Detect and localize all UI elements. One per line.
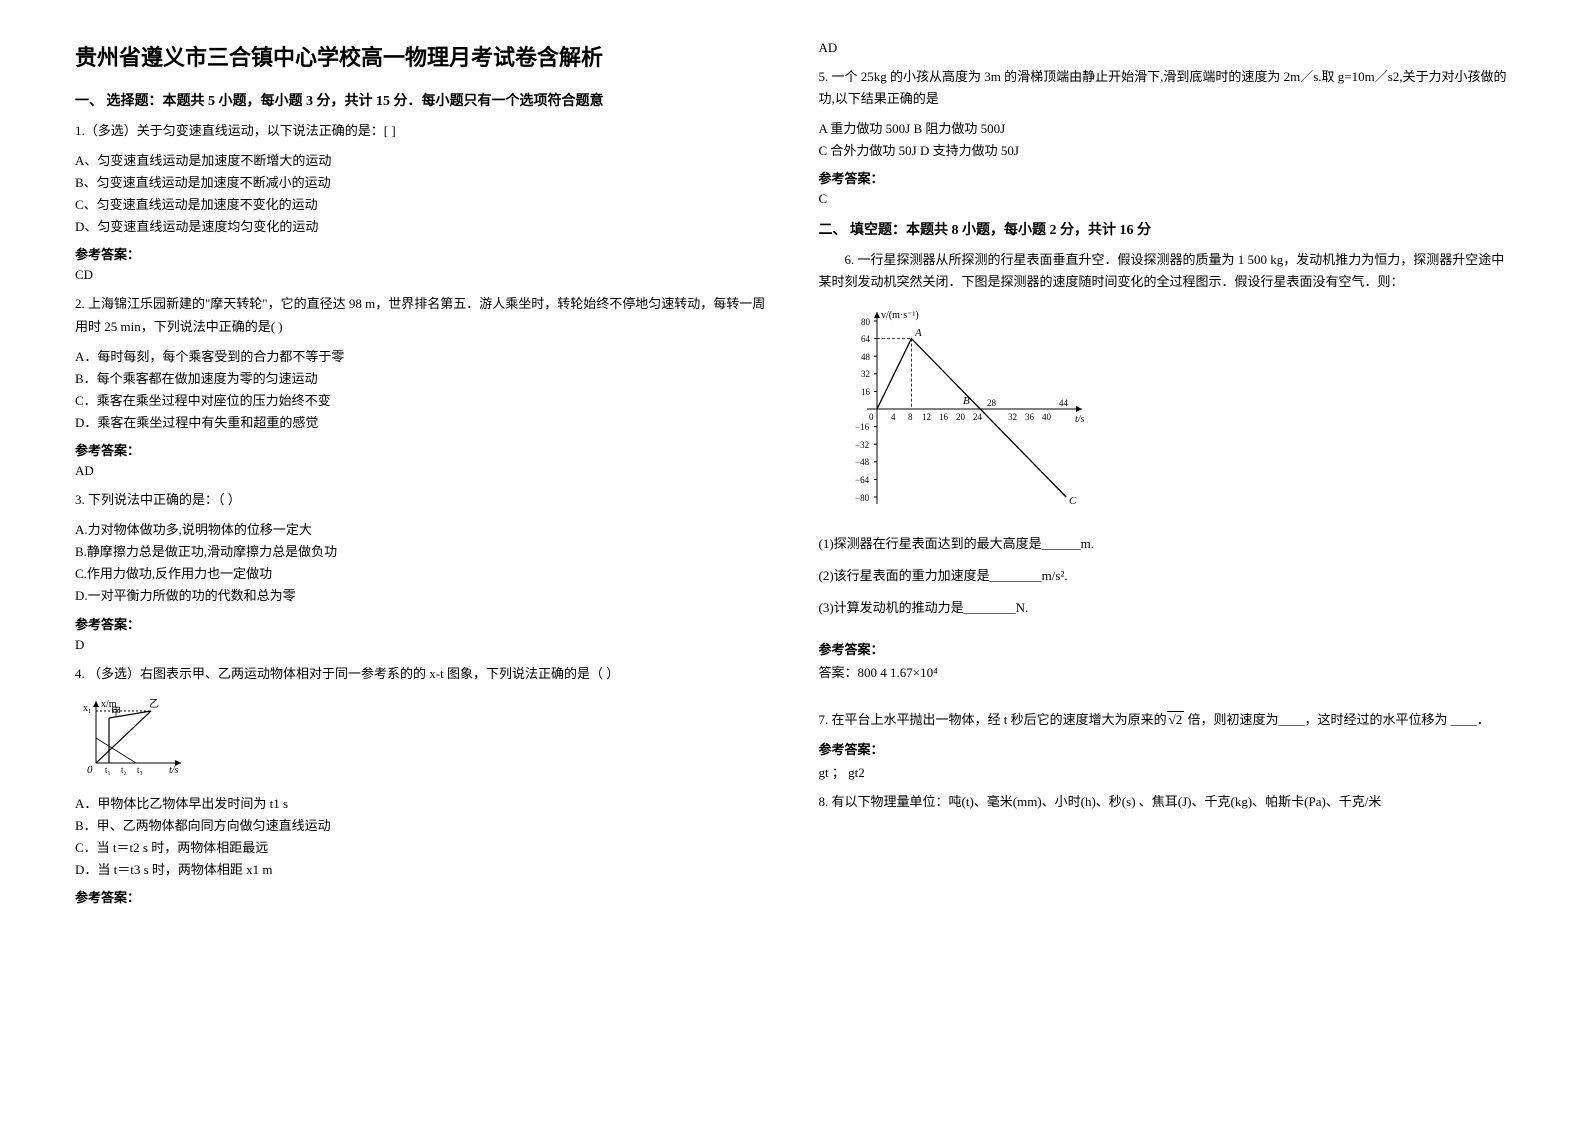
q4-optD: D．当 t＝t3 s 时，两物体相距 x1 m	[75, 859, 769, 881]
q7-sqrt: √2	[1167, 711, 1185, 727]
svg-text:28: 28	[987, 398, 997, 408]
q4-stem: 4. （多选）右图表示甲、乙两运动物体相对于同一参考系的的 x-t 图象，下列说…	[75, 663, 769, 685]
q6-sub1: (1)探测器在行星表面达到的最大高度是______m.	[819, 533, 1513, 555]
q6-ans-label: 参考答案：	[819, 639, 1513, 658]
svg-text:−32: −32	[855, 440, 869, 450]
q2-optC: C．乘客在乘坐过程中对座位的压力始终不变	[75, 390, 769, 412]
q6-sub3: (3)计算发动机的推动力是________N.	[819, 597, 1513, 619]
svg-text:−80: −80	[855, 493, 870, 503]
section2-header: 二、 填空题：本题共 8 小题，每小题 2 分，共计 16 分	[819, 219, 1513, 239]
svg-text:32: 32	[1008, 412, 1017, 422]
svg-text:16: 16	[861, 387, 871, 397]
svg-text:x/m: x/m	[101, 699, 117, 710]
svg-text:80: 80	[861, 317, 871, 327]
section1-header: 一、 选择题：本题共 5 小题，每小题 3 分，共计 15 分．每小题只有一个选…	[75, 90, 769, 110]
q1-stem: 1.（多选）关于匀变速直线运动，以下说法正确的是：[ ]	[75, 120, 769, 142]
q3-stem: 3. 下列说法中正确的是：（ ）	[75, 489, 769, 511]
q4-optA: A．甲物体比乙物体早出发时间为 t1 s	[75, 793, 769, 815]
right-column: AD 5. 一个 25kg 的小孩从高度为 3m 的滑梯顶端由静止开始滑下,滑到…	[794, 40, 1538, 1082]
q2-ans-label: 参考答案：	[75, 440, 769, 459]
svg-text:16: 16	[939, 412, 949, 422]
exam-title: 贵州省遵义市三合镇中心学校高一物理月考试卷含解析	[75, 40, 769, 72]
q3-optA: A.力对物体做功多,说明物体的位移一定大	[75, 519, 769, 541]
svg-text:x₁: x₁	[83, 703, 92, 714]
svg-text:12: 12	[922, 412, 931, 422]
q3-ans-label: 参考答案：	[75, 614, 769, 633]
svg-text:64: 64	[861, 334, 871, 344]
q2-optB: B．每个乘客都在做加速度为零的匀速运动	[75, 368, 769, 390]
svg-text:乙: 乙	[149, 698, 159, 710]
q4-ans-label: 参考答案：	[75, 887, 769, 906]
q1-optC: C、匀变速直线运动是加速度不变化的运动	[75, 194, 769, 216]
svg-text:v/(m·s⁻¹): v/(m·s⁻¹)	[881, 310, 919, 321]
svg-text:t₃: t₃	[137, 765, 143, 775]
q3-optC: C.作用力做功,反作用力也一定做功	[75, 563, 769, 585]
q1-optD: D、匀变速直线运动是速度均匀变化的运动	[75, 216, 769, 238]
q7-stem: 7. 在平台上水平抛出一物体，经 t 秒后它的速度增大为原来的√2 倍，则初速度…	[819, 709, 1513, 731]
q2-optD: D．乘客在乘坐过程中有失重和超重的感觉	[75, 412, 769, 434]
svg-text:24: 24	[973, 412, 983, 422]
svg-text:4: 4	[891, 412, 896, 422]
q6-sub2: (2)该行星表面的重力加速度是________m/s².	[819, 565, 1513, 587]
q4-optB: B．甲、乙两物体都向同方向做匀速直线运动	[75, 815, 769, 837]
q5-stem: 5. 一个 25kg 的小孩从高度为 3m 的滑梯顶端由静止开始滑下,滑到底端时…	[819, 66, 1513, 110]
svg-text:−48: −48	[855, 457, 870, 467]
svg-text:44: 44	[1059, 398, 1069, 408]
svg-text:40: 40	[1042, 412, 1052, 422]
svg-text:8: 8	[908, 412, 913, 422]
q3-ans: D	[75, 637, 769, 653]
q5-optA: A 重力做功 500J B 阻力做功 500J	[819, 118, 1513, 140]
svg-text:B: B	[963, 395, 970, 407]
q4-optC: C．当 t＝t2 s 时，两物体相距最远	[75, 837, 769, 859]
q6-vt-graph: 16 32 48 64 80 −16 −32 −48 −64 −80 4 8 1…	[837, 304, 1513, 519]
svg-text:0: 0	[87, 764, 93, 776]
q5-optB: C 合外力做功 50J D 支持力做功 50J	[819, 140, 1513, 162]
svg-text:0: 0	[869, 412, 874, 422]
q1-optB: B、匀变速直线运动是加速度不断减小的运动	[75, 172, 769, 194]
q1-optA: A、匀变速直线运动是加速度不断增大的运动	[75, 150, 769, 172]
svg-text:C: C	[1069, 495, 1077, 507]
q5-ans: C	[819, 191, 1513, 207]
q7-stem-pre: 7. 在平台上水平抛出一物体，经 t 秒后它的速度增大为原来的	[819, 712, 1167, 727]
svg-text:48: 48	[861, 352, 871, 362]
q6-ans: 答案：800 4 1.67×10⁴	[819, 662, 1513, 681]
q2-stem: 2. 上海锦江乐园新建的"摩天转轮"，它的直径达 98 m，世界排名第五．游人乘…	[75, 293, 769, 337]
q7-stem-post: 倍，则初速度为____，这时经过的水平位移为 ____．	[1184, 712, 1490, 727]
svg-text:20: 20	[956, 412, 966, 422]
q8-stem: 8. 有以下物理量单位：吨(t)、毫米(mm)、小时(h)、秒(s) 、焦耳(J…	[819, 791, 1513, 813]
q2-ans: AD	[75, 463, 769, 479]
svg-text:t₁: t₁	[105, 765, 111, 775]
svg-text:−64: −64	[855, 475, 870, 485]
q1-ans-label: 参考答案：	[75, 244, 769, 263]
svg-text:−16: −16	[855, 422, 870, 432]
svg-text:t₂: t₂	[121, 765, 127, 775]
svg-text:36: 36	[1025, 412, 1035, 422]
q4-ans: AD	[819, 40, 1513, 56]
svg-text:t/s: t/s	[1075, 414, 1085, 425]
q3-optB: B.静摩擦力总是做正功,滑动摩擦力总是做负功	[75, 541, 769, 563]
svg-text:A: A	[914, 327, 922, 339]
left-column: 贵州省遵义市三合镇中心学校高一物理月考试卷含解析 一、 选择题：本题共 5 小题…	[50, 40, 794, 1082]
q3-optD: D.一对平衡力所做的功的代数和总为零	[75, 585, 769, 607]
q1-ans: CD	[75, 267, 769, 283]
q6-stem: 6. 一行星探测器从所探测的行星表面垂直升空．假设探测器的质量为 1 500 k…	[819, 249, 1513, 293]
svg-text:32: 32	[861, 369, 870, 379]
q2-optA: A．每时每刻，每个乘客受到的合力都不等于零	[75, 346, 769, 368]
q7-ans: gt ； gt2	[819, 762, 1513, 781]
q4-xt-graph: x₁ 乙 甲 x/m 0 t₁ t₂ t₃ t/s	[81, 693, 769, 783]
svg-text:t/s: t/s	[169, 765, 179, 776]
q5-ans-label: 参考答案：	[819, 168, 1513, 187]
q7-ans-label: 参考答案：	[819, 739, 1513, 758]
